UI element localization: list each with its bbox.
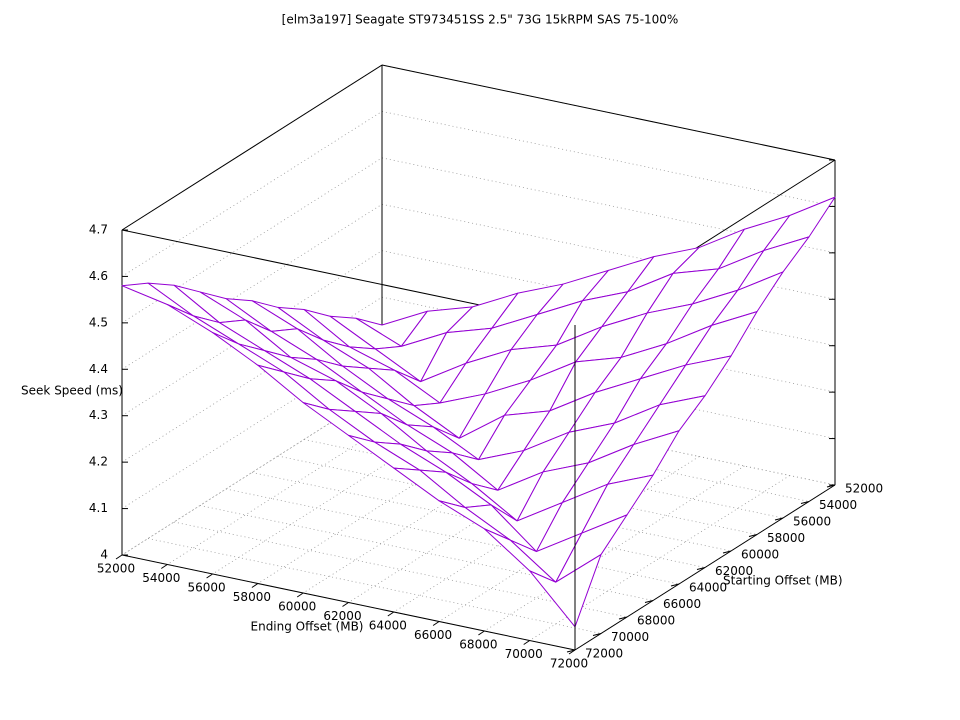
x-tick	[478, 630, 485, 636]
grid-line	[121, 111, 383, 277]
grid-line	[302, 427, 564, 594]
axis-box	[121, 64, 383, 231]
z-axis-label: Seek Speed (ms)	[21, 384, 123, 398]
grid-line	[212, 408, 473, 575]
x-tick	[342, 602, 349, 607]
grid-line	[438, 456, 700, 622]
x-tick	[115, 554, 123, 560]
x-tick	[206, 573, 213, 579]
x-tick-label: 56000	[188, 581, 226, 595]
y-tick-label: 52000	[845, 482, 883, 496]
x-tick-label: 72000	[550, 657, 588, 671]
x-tick-label: 70000	[505, 647, 543, 661]
z-tick-label: 4.7	[89, 223, 108, 237]
x-tick	[251, 583, 259, 588]
grid-line	[257, 418, 519, 584]
x-tick-label: 62000	[323, 609, 361, 623]
y-tick	[566, 649, 576, 653]
x-tick	[523, 640, 530, 645]
y-tick-label: 54000	[819, 498, 857, 512]
y-tick-label: 64000	[689, 581, 727, 595]
y-tick-label: 56000	[793, 515, 831, 529]
x-tick-label: 64000	[369, 619, 407, 633]
grid-line	[121, 389, 383, 556]
y-tick-label: 70000	[611, 630, 649, 644]
x-tick-label: 66000	[414, 628, 452, 642]
grid-line	[348, 437, 609, 603]
grid-line	[121, 157, 383, 324]
z-tick-label: 4.3	[89, 408, 108, 422]
z-tick-label: 4	[100, 548, 108, 562]
y-tick-label: 68000	[637, 614, 675, 628]
grid-line	[484, 465, 745, 632]
grid-line	[393, 446, 655, 613]
x-tick-label: 54000	[142, 571, 180, 585]
x-tick-label: 58000	[233, 590, 271, 604]
z-tick-label: 4.2	[89, 455, 108, 469]
y-tick-label: 66000	[663, 597, 701, 611]
x-tick	[387, 611, 395, 617]
x-tick	[432, 621, 440, 626]
grid-line	[381, 111, 836, 207]
x-tick-label: 68000	[459, 638, 497, 652]
y-tick-label: 60000	[741, 548, 779, 562]
y-tick-label: 62000	[715, 564, 753, 578]
axis-box	[574, 484, 836, 651]
x-tick-label: 60000	[278, 600, 316, 614]
grid-line	[121, 250, 383, 417]
x-tick	[296, 592, 304, 598]
grid-line	[167, 399, 428, 565]
x-tick-label: 52000	[97, 562, 135, 576]
x-axis-label: Ending Offset (MB)	[251, 620, 364, 634]
z-tick-label: 4.6	[89, 269, 108, 283]
chart-title: [elm3a197] Seagate ST973451SS 2.5" 73G 1…	[282, 13, 679, 27]
z-tick-label: 4.1	[89, 501, 108, 515]
y-tick-label: 72000	[585, 647, 623, 661]
y-tick-label: 58000	[767, 531, 805, 545]
y-axis-label: Starting Offset (MB)	[723, 574, 843, 588]
x-tick	[161, 564, 168, 569]
axis-box	[121, 554, 576, 651]
axis-box	[381, 64, 836, 161]
z-tick-label: 4.5	[89, 315, 108, 329]
z-tick-label: 4.4	[89, 362, 108, 376]
grid-line	[121, 203, 383, 370]
